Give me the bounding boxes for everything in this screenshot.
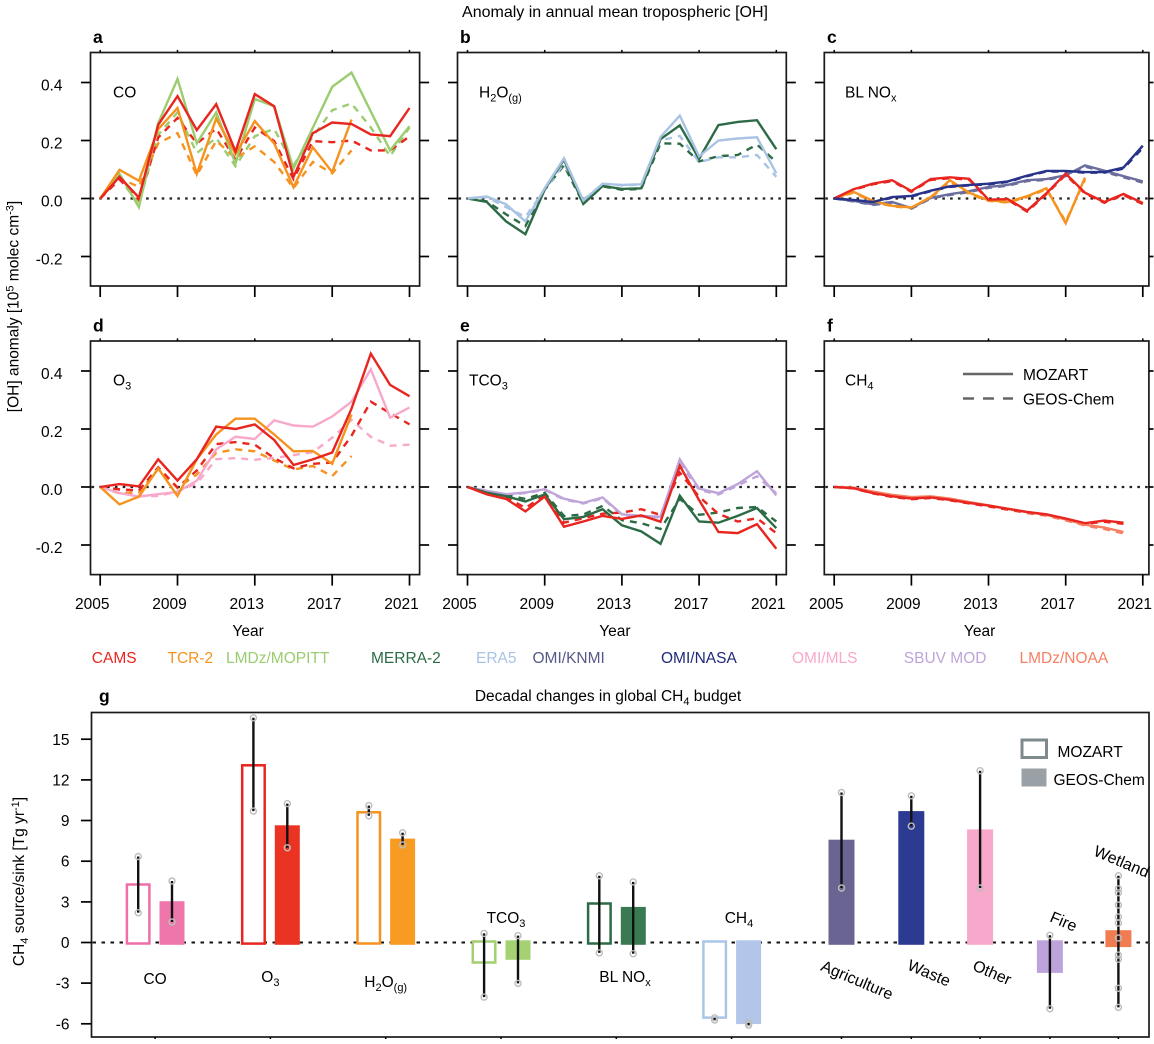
svg-text:OMI/KNMI: OMI/KNMI <box>533 650 605 667</box>
svg-text:0.0: 0.0 <box>41 194 63 211</box>
svg-text:f: f <box>827 316 833 336</box>
svg-text:2005: 2005 <box>442 596 476 613</box>
svg-text:2021: 2021 <box>384 596 418 613</box>
svg-text:TCO3: TCO3 <box>469 373 508 393</box>
svg-text:0.4: 0.4 <box>41 78 63 95</box>
svg-text:TCR-2: TCR-2 <box>168 650 214 667</box>
svg-text:0: 0 <box>61 935 70 952</box>
svg-text:OMI/MLS: OMI/MLS <box>792 650 857 667</box>
svg-text:CH4 source/sink [Tg yr-1]: CH4 source/sink [Tg yr-1] <box>10 797 31 966</box>
svg-text:LMDz/MOPITT: LMDz/MOPITT <box>226 650 330 667</box>
svg-text:0.2: 0.2 <box>41 136 63 153</box>
svg-text:2005: 2005 <box>809 596 843 613</box>
svg-text:0.0: 0.0 <box>41 482 63 499</box>
svg-text:2009: 2009 <box>886 596 920 613</box>
svg-text:O3: O3 <box>113 373 131 393</box>
svg-text:d: d <box>93 316 104 336</box>
svg-text:MOZART: MOZART <box>1023 367 1089 384</box>
svg-text:Waste: Waste <box>905 957 953 990</box>
svg-text:CO: CO <box>143 971 166 988</box>
svg-text:-6: -6 <box>56 1016 70 1033</box>
svg-text:Other: Other <box>970 958 1014 990</box>
svg-text:0.4: 0.4 <box>41 366 63 383</box>
svg-text:-0.2: -0.2 <box>36 252 63 269</box>
svg-text:g: g <box>99 686 110 706</box>
svg-text:CO: CO <box>113 85 136 102</box>
svg-text:Agriculture: Agriculture <box>818 958 895 1004</box>
svg-text:12: 12 <box>52 772 69 789</box>
svg-text:9: 9 <box>61 813 70 830</box>
svg-text:BL NOx: BL NOx <box>599 969 651 989</box>
svg-text:LMDz/NOAA: LMDz/NOAA <box>1020 650 1109 667</box>
svg-text:a: a <box>93 27 103 47</box>
svg-text:15: 15 <box>52 732 69 749</box>
svg-text:GEOS-Chem: GEOS-Chem <box>1054 772 1145 789</box>
svg-text:MERRA-2: MERRA-2 <box>371 650 441 667</box>
svg-text:2017: 2017 <box>674 596 708 613</box>
svg-text:2013: 2013 <box>230 596 264 613</box>
svg-text:2013: 2013 <box>597 596 631 613</box>
svg-text:MOZART: MOZART <box>1058 744 1124 761</box>
svg-text:6: 6 <box>61 854 70 871</box>
svg-text:H2O(g): H2O(g) <box>479 85 522 105</box>
svg-text:2005: 2005 <box>75 596 109 613</box>
svg-text:OMI/NASA: OMI/NASA <box>661 650 737 667</box>
svg-text:Anomaly in annual mean troposp: Anomaly in annual mean tropospheric [OH] <box>462 4 768 21</box>
svg-text:c: c <box>827 27 837 47</box>
svg-text:BL NOx: BL NOx <box>845 85 897 105</box>
svg-text:2017: 2017 <box>307 596 341 613</box>
svg-text:2021: 2021 <box>751 596 785 613</box>
svg-text:Year: Year <box>964 623 995 640</box>
svg-text:TCO3: TCO3 <box>487 910 526 930</box>
svg-text:2009: 2009 <box>519 596 553 613</box>
svg-text:b: b <box>460 27 471 47</box>
svg-text:Year: Year <box>232 623 263 640</box>
svg-text:e: e <box>460 316 470 336</box>
svg-text:2009: 2009 <box>152 596 186 613</box>
svg-text:Decadal changes in global CH4: Decadal changes in global CH4 budget <box>475 688 742 708</box>
svg-text:CH4: CH4 <box>845 373 874 393</box>
svg-text:CAMS: CAMS <box>92 650 137 667</box>
svg-text:-0.2: -0.2 <box>36 540 63 557</box>
svg-text:[OH] anomaly [105 molec cm-3]: [OH] anomaly [105 molec cm-3] <box>5 201 23 412</box>
svg-text:CH4: CH4 <box>725 910 754 930</box>
svg-text:SBUV MOD: SBUV MOD <box>904 650 987 667</box>
svg-text:2013: 2013 <box>963 596 997 613</box>
svg-text:0.2: 0.2 <box>41 424 63 441</box>
svg-text:Year: Year <box>599 623 630 640</box>
svg-text:2021: 2021 <box>1118 596 1152 613</box>
svg-text:O3: O3 <box>261 969 279 989</box>
svg-text:ERA5: ERA5 <box>476 650 517 667</box>
svg-text:3: 3 <box>61 894 70 911</box>
svg-text:GEOS-Chem: GEOS-Chem <box>1023 392 1114 409</box>
svg-text:-3: -3 <box>56 976 70 993</box>
svg-text:H2O(g): H2O(g) <box>364 974 407 994</box>
svg-text:Fire: Fire <box>1047 909 1079 935</box>
svg-text:2017: 2017 <box>1040 596 1074 613</box>
